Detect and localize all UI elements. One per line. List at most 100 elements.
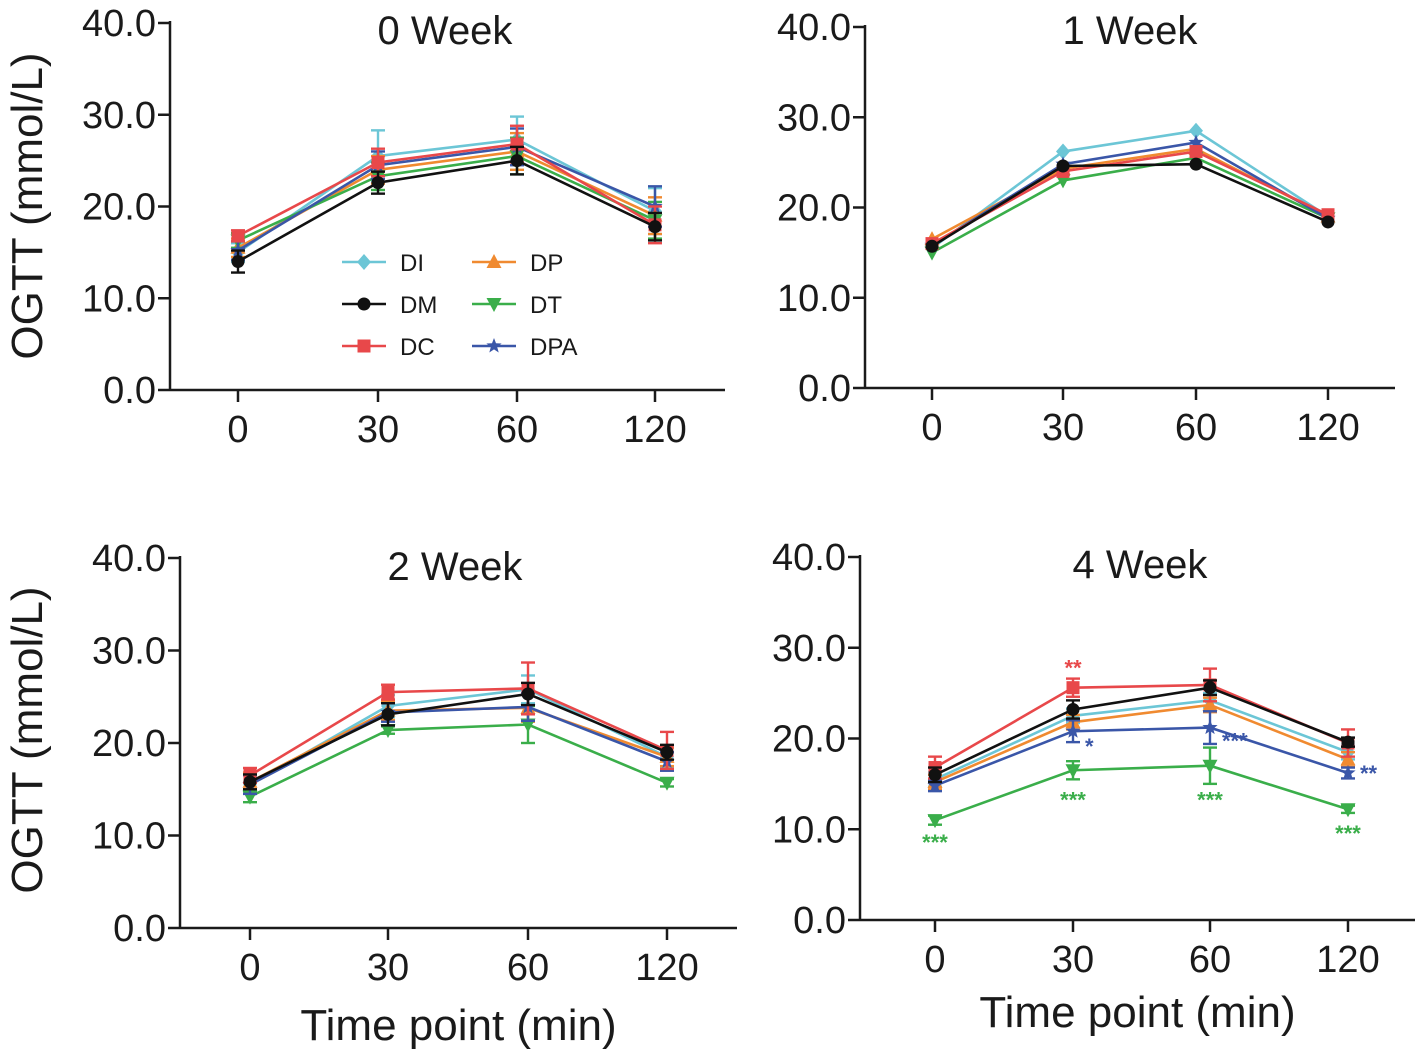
x-tick-label: 0 — [924, 939, 945, 981]
y-tick-label: 20.0 — [92, 723, 166, 765]
chart-panel-1: 0.0 10.0 20.0 30.0 40.0 0 30 60 120 1 Week — [777, 7, 1395, 449]
x-tick-label: 120 — [1296, 407, 1359, 449]
legend-label: DI — [400, 250, 424, 277]
data-point — [381, 707, 395, 721]
data-point — [1321, 215, 1335, 229]
x-tick-label: 0 — [921, 407, 942, 449]
legend-marker — [486, 254, 502, 268]
data-point — [1341, 735, 1355, 749]
legend-marker — [357, 339, 371, 353]
data-point — [925, 239, 939, 253]
chart-panel-0: 0.0 10.0 20.0 30.0 40.0 0 30 60 120 0 Week OGTT (m… — [3, 3, 725, 451]
data-point — [1202, 759, 1218, 774]
y-tick-label: 30.0 — [82, 95, 156, 137]
x-tick-label: 30 — [357, 409, 399, 451]
data-point — [1065, 764, 1081, 779]
legend-item-DT: DT — [472, 292, 562, 319]
data-point — [927, 814, 943, 829]
legend-marker — [357, 297, 371, 311]
legend-label: DPA — [530, 334, 578, 361]
series-DM — [928, 679, 1355, 784]
y-tick-label: 0.0 — [793, 900, 846, 942]
legend-marker — [486, 298, 502, 312]
legend-item-DM: DM — [342, 292, 437, 319]
y-tick-label: 0.0 — [113, 908, 166, 950]
chart-title: 0 Week — [378, 9, 514, 53]
legend-item-DC: DC — [342, 334, 435, 361]
significance-mark: ** — [1360, 761, 1378, 786]
y-tick-label: 40.0 — [82, 3, 156, 45]
y-tick-label: 30.0 — [92, 631, 166, 673]
series-line-DM — [931, 162, 1329, 248]
data-point — [648, 220, 662, 234]
data-point — [231, 255, 245, 269]
series-DC — [231, 124, 662, 245]
x-tick-label: 120 — [635, 947, 698, 989]
y-tick-label: 10.0 — [82, 278, 156, 320]
data-point — [1066, 702, 1080, 716]
y-tick-label: 30.0 — [772, 628, 846, 670]
y-axis-title: OGTT (mmol/L) — [3, 52, 52, 359]
x-tick-label: 0 — [227, 409, 248, 451]
data-point — [371, 155, 385, 169]
legend-label: DM — [400, 292, 437, 319]
y-tick-label: 10.0 — [92, 816, 166, 858]
data-point — [1340, 765, 1356, 780]
y-tick-label: 0.0 — [103, 370, 156, 412]
legend-item-DPA: DPA — [472, 334, 578, 361]
significance-mark: ** — [1064, 656, 1082, 681]
series-DC — [243, 661, 674, 784]
data-point — [371, 176, 385, 190]
legend-item-DI: DI — [342, 250, 424, 277]
data-point — [1202, 696, 1218, 711]
x-tick-label: 0 — [239, 947, 260, 989]
data-point — [1340, 751, 1356, 766]
x-tick-label: 120 — [1316, 939, 1379, 981]
y-tick-label: 40.0 — [777, 7, 851, 49]
data-point — [1065, 723, 1081, 738]
significance-mark: * — [1085, 734, 1094, 759]
series-DP — [927, 696, 1356, 791]
legend-label: DP — [530, 250, 563, 277]
y-tick-label: 10.0 — [772, 809, 846, 851]
x-tick-label: 60 — [507, 947, 549, 989]
series-DM — [243, 681, 674, 791]
series-line-DP — [934, 703, 1349, 784]
data-point — [1189, 157, 1203, 171]
series-DM — [231, 145, 662, 274]
x-tick-label: 30 — [367, 947, 409, 989]
chart-panel-2: 0.0 10.0 20.0 30.0 40.0 0 30 60 120 2 Week OGTT (m… — [3, 538, 737, 1050]
series-DM — [925, 157, 1335, 253]
data-point — [1189, 145, 1203, 159]
data-point — [659, 776, 675, 791]
y-tick-label: 10.0 — [777, 278, 851, 320]
significance-mark: *** — [1197, 787, 1223, 812]
x-axis-title: Time point (min) — [300, 1001, 616, 1050]
chart-panel-3: 0.0 10.0 20.0 30.0 40.0 0 30 60 120 4 Week Time po… — [772, 537, 1415, 1037]
series-DT — [924, 151, 1336, 261]
legend: DI DM DC DP DT DPA — [342, 250, 578, 361]
series-line-DPA — [249, 705, 668, 786]
chart-title: 1 Week — [1063, 9, 1199, 53]
y-tick-label: 30.0 — [777, 97, 851, 139]
y-axis-title: OGTT (mmol/L) — [3, 586, 52, 893]
series-line-DM — [237, 159, 656, 263]
series-line-DPA — [237, 145, 656, 252]
data-point — [1188, 134, 1204, 149]
data-point — [231, 229, 245, 243]
data-point — [521, 687, 535, 701]
series-line-DT — [934, 764, 1349, 822]
data-point — [1056, 143, 1070, 160]
x-tick-label: 60 — [1175, 407, 1217, 449]
series-line-DM — [934, 686, 1349, 776]
data-point — [1340, 803, 1356, 818]
x-tick-label: 120 — [623, 409, 686, 451]
series-DP — [230, 131, 663, 259]
legend-label: DC — [400, 334, 435, 361]
chart-title: 4 Week — [1073, 543, 1209, 587]
data-point — [510, 154, 524, 168]
x-tick-label: 30 — [1042, 407, 1084, 449]
legend-marker — [486, 338, 502, 353]
data-point — [1066, 681, 1080, 695]
